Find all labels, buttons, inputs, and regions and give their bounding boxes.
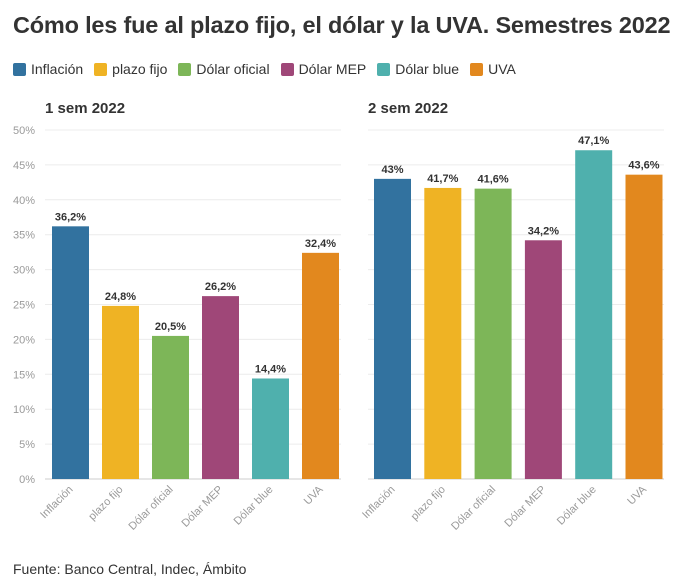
category-label: Dólar blue [232, 484, 276, 528]
legend-swatch [13, 62, 26, 76]
data-label: 34,2% [528, 225, 559, 237]
legend-item-dolar-oficial[interactable]: Dólar oficial [178, 61, 270, 77]
data-label: 36,2% [55, 211, 86, 223]
y-tick-label: 30% [13, 265, 35, 277]
bar-dolar-blue [575, 150, 613, 479]
legend-item-dolar-mep[interactable]: Dólar MEP [280, 61, 367, 77]
bar-dolar-blue [252, 378, 289, 479]
y-tick-label: 25% [13, 300, 35, 312]
legend-swatch [470, 62, 484, 76]
bar-dolar-mep [524, 240, 562, 479]
category-label: Inflación [360, 484, 397, 521]
data-label: 41,7% [427, 173, 458, 185]
legend-label: Dólar blue [395, 61, 460, 77]
y-tick-label: 0% [19, 474, 35, 486]
panel-title-1-sem: 1 sem 2022 [45, 100, 126, 117]
legend-label: plazo fijo [112, 61, 168, 77]
y-tick-label: 45% [13, 160, 35, 172]
legend-label: UVA [488, 61, 516, 77]
source-note: Fuente: Banco Central, Indec, Ámbito [13, 561, 247, 577]
legend: Inflación plazo fijo Dólar oficial Dólar… [13, 61, 527, 77]
legend-label: Dólar MEP [298, 61, 367, 77]
legend-label: Inflación [31, 61, 84, 77]
bar-plazo-fijo [424, 187, 462, 479]
data-label: 24,8% [105, 291, 136, 303]
bar-chart: 0% 5% 10% 15% 20% 25% 30% 35% 40% 45% 50% 36,2% Infl… [13, 125, 664, 533]
legend-swatch [280, 62, 294, 76]
legend-item-plazo-fijo[interactable]: plazo fijo [94, 61, 167, 77]
data-label: 43% [381, 164, 403, 176]
bar-uva [625, 174, 663, 479]
bar-inflacion [52, 226, 89, 479]
category-label: Dólar oficial [126, 484, 175, 533]
category-label: UVA [625, 483, 649, 507]
legend-swatch [94, 62, 108, 76]
legend-item-dolar-blue[interactable]: Dólar blue [377, 61, 459, 77]
legend-item-inflacion[interactable]: Inflación [13, 61, 83, 77]
y-tick-label: 35% [13, 230, 35, 242]
bar-dolar-mep [202, 296, 239, 479]
category-label: Dólar MEP [502, 484, 548, 530]
data-label: 26,2% [205, 281, 236, 293]
category-label: Dólar MEP [180, 484, 226, 530]
y-tick-label: 10% [13, 404, 35, 416]
y-tick-label: 5% [19, 439, 35, 451]
data-label: 47,1% [578, 135, 609, 147]
bar-uva [302, 252, 339, 479]
data-label: 43,6% [628, 160, 659, 172]
category-label: plazo fijo [86, 484, 125, 523]
category-label: UVA [302, 483, 326, 507]
y-tick-label: 50% [13, 125, 35, 137]
chart-title: Cómo les fue al plazo fijo, el dólar y l… [13, 12, 671, 38]
legend-item-uva[interactable]: UVA [470, 61, 516, 77]
bar-inflacion [374, 178, 411, 480]
data-label: 20,5% [155, 321, 186, 333]
y-tick-label: 20% [13, 334, 35, 346]
y-tick-label: 15% [13, 369, 35, 381]
bar-dolar-oficial [474, 188, 512, 479]
bar-plazo-fijo [102, 305, 139, 479]
category-label: Dólar blue [555, 484, 599, 528]
category-label: Dólar oficial [449, 484, 498, 533]
panel-title-2-sem: 2 sem 2022 [368, 100, 449, 117]
data-label: 41,6% [477, 174, 508, 186]
category-label: plazo fijo [409, 484, 448, 523]
legend-swatch [178, 62, 192, 76]
legend-swatch [377, 62, 391, 76]
data-label: 32,4% [305, 238, 336, 250]
legend-label: Dólar oficial [196, 61, 270, 77]
data-label: 14,4% [255, 363, 286, 375]
bar-dolar-oficial [152, 335, 189, 479]
y-tick-label: 40% [13, 195, 35, 207]
category-label: Inflación [38, 484, 75, 521]
